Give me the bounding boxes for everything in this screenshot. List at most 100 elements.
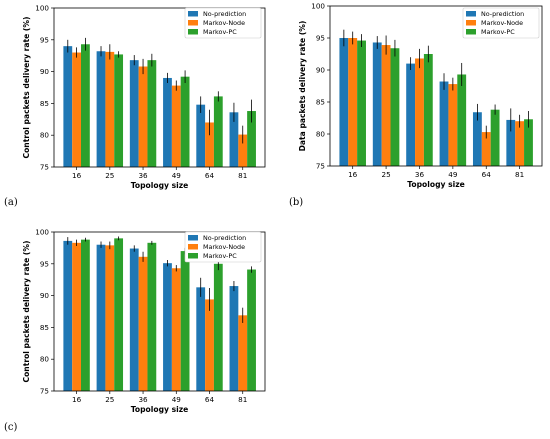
bar-no-prediction-25 xyxy=(96,244,106,391)
bar-markov-pc-25 xyxy=(114,238,124,391)
bar-markov-node-36 xyxy=(138,256,148,391)
legend-swatch xyxy=(188,244,198,250)
x-tick-label: 36 xyxy=(138,171,148,180)
bar-markov-node-25 xyxy=(105,245,115,391)
legend-entry: No-prediction xyxy=(203,10,246,18)
x-tick-label: 36 xyxy=(415,170,425,179)
legend-entry: Markov-PC xyxy=(481,28,515,36)
y-tick-label: 95 xyxy=(40,259,49,268)
bar-markov-node-16 xyxy=(348,38,358,166)
bar-no-prediction-16 xyxy=(63,240,73,391)
bar-markov-pc-49 xyxy=(180,251,190,391)
legend-entry: Markov-Node xyxy=(203,19,245,27)
bar-no-prediction-81 xyxy=(229,286,239,391)
x-tick-label: 16 xyxy=(72,395,82,404)
bar-no-prediction-49 xyxy=(163,77,172,167)
bar-markov-node-64 xyxy=(481,132,491,166)
y-tick-label: 75 xyxy=(40,163,49,172)
bar-no-prediction-36 xyxy=(129,60,139,167)
legend-swatch xyxy=(466,11,476,17)
y-axis-label: Control packets delivery rate (%) xyxy=(22,241,31,383)
x-tick-label: 16 xyxy=(72,171,82,180)
y-axis-label: Control packets delivery rate (%) xyxy=(22,17,31,159)
legend-swatch xyxy=(188,253,198,259)
bar-no-prediction-81 xyxy=(229,112,239,167)
bar-markov-node-36 xyxy=(415,58,424,167)
bar-no-prediction-81 xyxy=(506,119,516,166)
y-tick-label: 80 xyxy=(316,130,326,139)
bar-markov-pc-81 xyxy=(524,119,533,166)
legend-entry: Markov-PC xyxy=(203,28,237,36)
y-tick-label: 90 xyxy=(40,291,50,300)
y-tick-label: 80 xyxy=(40,131,50,140)
legend-swatch xyxy=(188,20,198,26)
y-tick-label: 85 xyxy=(40,99,49,108)
x-tick-label: 49 xyxy=(172,171,182,180)
plot-frame xyxy=(53,231,266,392)
bar-markov-node-36 xyxy=(138,66,148,167)
y-tick-label: 100 xyxy=(311,2,325,11)
y-tick-label: 90 xyxy=(316,66,326,75)
bar-markov-node-16 xyxy=(72,52,81,167)
bar-markov-node-81 xyxy=(238,315,248,391)
x-tick-label: 25 xyxy=(382,170,391,179)
legend-swatch xyxy=(188,11,198,17)
plot-frame xyxy=(53,7,266,168)
bar-no-prediction-49 xyxy=(163,263,172,391)
x-tick-label: 81 xyxy=(515,170,524,179)
x-tick-label: 81 xyxy=(238,395,247,404)
legend-entry: Markov-PC xyxy=(203,252,237,260)
bar-markov-node-49 xyxy=(448,84,458,166)
legend-entry: No-prediction xyxy=(203,234,246,242)
bar-markov-pc-16 xyxy=(80,44,90,167)
plot-frame xyxy=(329,5,543,167)
bar-no-prediction-16 xyxy=(339,38,349,166)
legend-swatch xyxy=(466,20,476,26)
y-tick-label: 75 xyxy=(40,387,49,396)
bar-no-prediction-25 xyxy=(96,51,106,167)
y-tick-label: 100 xyxy=(35,4,49,13)
chart-a: 75 80 85 90 95 100 16 25 36 49 64 81 Topology size Co… xyxy=(22,4,266,190)
x-tick-label: 64 xyxy=(482,170,492,179)
x-tick-label: 25 xyxy=(105,395,114,404)
x-tick-label: 16 xyxy=(348,170,358,179)
x-tick-label: 49 xyxy=(448,170,458,179)
panel-label-b: (b) xyxy=(289,197,304,208)
bar-markov-pc-49 xyxy=(457,74,467,166)
bar-markov-node-25 xyxy=(105,51,115,167)
bar-no-prediction-36 xyxy=(129,248,139,391)
x-tick-label: 36 xyxy=(138,395,148,404)
bar-no-prediction-64 xyxy=(196,104,206,167)
bar-markov-pc-25 xyxy=(114,54,124,167)
bar-markov-pc-64 xyxy=(213,263,223,391)
x-axis-label: Topology size xyxy=(131,405,189,414)
y-tick-label: 75 xyxy=(316,162,325,171)
bar-markov-node-81 xyxy=(238,134,248,167)
bar-markov-node-64 xyxy=(205,122,214,167)
legend-box xyxy=(184,231,262,263)
bar-no-prediction-36 xyxy=(406,63,416,166)
bar-markov-pc-64 xyxy=(490,109,500,166)
bar-markov-pc-64 xyxy=(213,96,223,167)
legend-box xyxy=(462,7,540,39)
bar-markov-node-49 xyxy=(171,268,181,391)
panel-label-a: (a) xyxy=(4,197,18,208)
y-axis-label: Data packets delivery rate (%) xyxy=(298,21,307,152)
x-tick-label: 64 xyxy=(205,395,215,404)
legend-swatch xyxy=(466,29,476,35)
bar-markov-pc-16 xyxy=(80,239,90,391)
legend-entry: Markov-Node xyxy=(481,19,523,27)
bar-markov-pc-25 xyxy=(390,48,400,166)
bar-no-prediction-64 xyxy=(472,112,482,166)
y-tick-label: 80 xyxy=(40,355,50,364)
bar-no-prediction-25 xyxy=(372,42,382,167)
x-tick-label: 81 xyxy=(238,171,247,180)
bar-markov-pc-81 xyxy=(247,111,256,167)
bar-markov-pc-81 xyxy=(247,269,256,391)
x-tick-label: 49 xyxy=(172,395,182,404)
panel-label-c: (c) xyxy=(4,422,18,433)
bar-markov-node-16 xyxy=(72,242,81,391)
